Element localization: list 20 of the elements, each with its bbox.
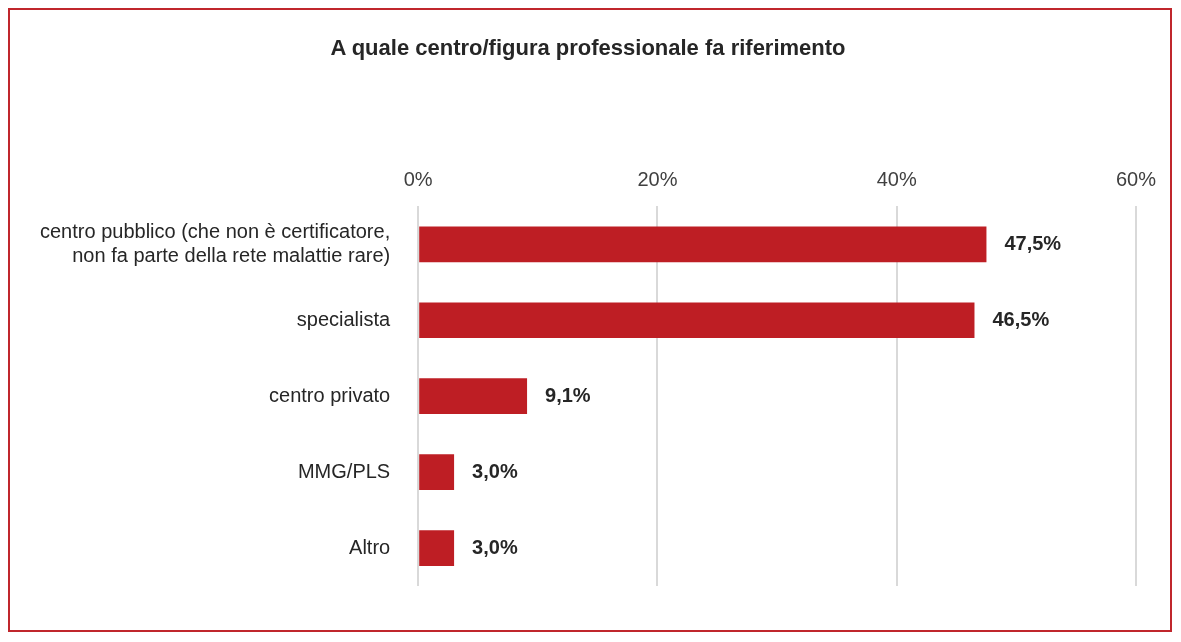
y-tick-label: centro pubblico (che non è certificatore, non fa parte della rete malattie rare) bbox=[39, 219, 391, 266]
x-tick-label: 40% bbox=[876, 167, 917, 190]
data-label: 3,0% bbox=[472, 459, 518, 482]
data-label: 3,0% bbox=[472, 535, 518, 558]
y-tick-label: centro privato bbox=[269, 383, 391, 406]
data-label: 46,5% bbox=[992, 307, 1050, 330]
x-tick-label: 60% bbox=[1115, 167, 1157, 190]
bar bbox=[419, 378, 528, 415]
x-tick-label: 0% bbox=[403, 167, 433, 190]
data-label: 47,5% bbox=[1004, 231, 1062, 254]
bar bbox=[419, 454, 455, 490]
bar bbox=[419, 226, 987, 263]
chart-title: A quale centro/figura professionale fa riferimento bbox=[330, 35, 846, 61]
data-label: 9,1% bbox=[545, 383, 591, 406]
bar bbox=[419, 302, 975, 339]
x-tick-label: 20% bbox=[637, 167, 678, 190]
y-tick-label: MMG/PLS bbox=[297, 459, 391, 482]
y-tick-label: specialista bbox=[296, 307, 392, 330]
y-tick-label: Altro bbox=[349, 535, 391, 558]
bar bbox=[419, 530, 455, 566]
